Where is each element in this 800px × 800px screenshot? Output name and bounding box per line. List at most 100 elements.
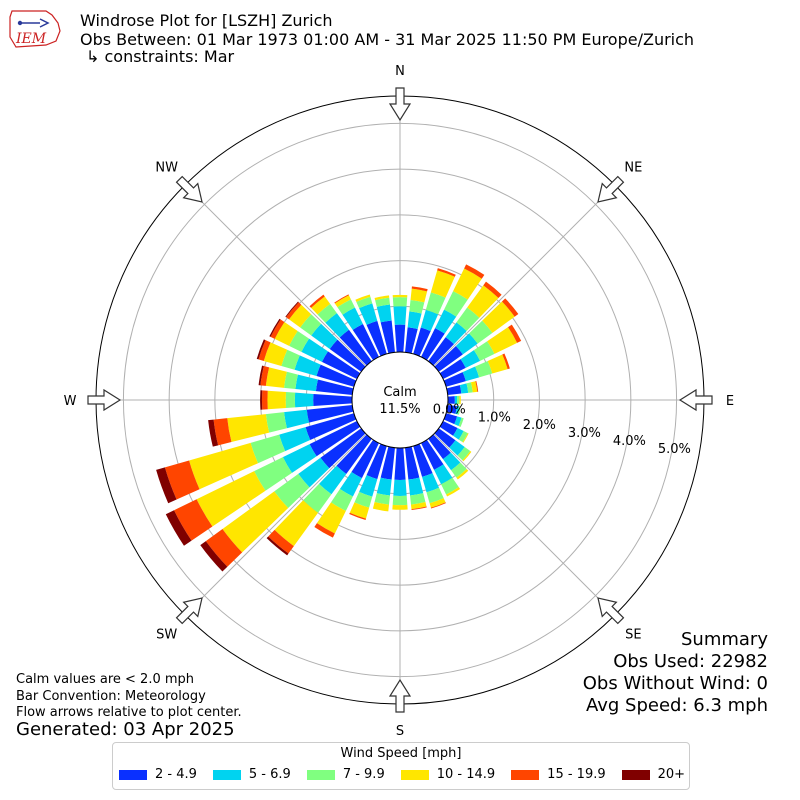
windrose-bar [349,512,366,520]
windrose-bar [260,366,270,386]
windrose-bar [462,451,472,462]
windrose-bar [439,359,466,379]
windrose-bar [359,303,378,325]
legend-swatch [306,769,335,780]
legend-swatch [400,769,429,780]
windrose-bar [289,330,310,352]
legend-swatch [212,769,241,780]
windrose-bar [330,489,353,511]
windrose-bar [434,464,453,485]
direction-label: W [64,394,77,409]
summary-heading: Summary [681,629,768,650]
windrose-bar [409,299,425,314]
windrose-bar [208,419,219,447]
windrose-bar [281,349,300,370]
windrose-bar [456,469,469,480]
calm-label: Calm [383,385,416,400]
windrose-bar [487,354,508,374]
windrose-bar [376,477,392,496]
windrose-bar [351,439,379,479]
windrose-bar [434,346,463,372]
windrose-bar [430,270,455,298]
legend-label: 5 - 6.9 [248,767,291,782]
windrose-bar [428,337,454,366]
windrose-bar [213,418,232,446]
windrose-bar [165,510,192,546]
windrose-bar [407,311,422,330]
windrose-bar [366,443,387,480]
windrose-bar [405,327,418,354]
windrose-bar [443,372,466,387]
flow-arrow-icon [678,388,713,412]
direction-label: S [396,724,404,739]
windrose-bar [458,431,468,443]
direction-label: SW [156,627,177,642]
windrose-bar [459,383,469,394]
windrose-bar [483,281,502,299]
windrose-bar [457,406,461,415]
windrose-bar [455,405,460,415]
bar-convention-note: Bar Convention: Meteorology [16,689,206,704]
windrose-bar [469,320,493,344]
windrose-bar [421,439,444,470]
calm-circle [351,351,449,449]
legend-label: 15 - 19.9 [547,767,606,782]
flow-arrow-icon [87,388,122,412]
legend-item: 15 - 19.9 [511,767,606,782]
windrose-bar [456,307,480,331]
windrose-bar [284,371,298,390]
windrose-bar [285,392,296,408]
windrose-bar [174,499,213,541]
windrose-bar [355,294,371,302]
windrose-bar [454,416,462,427]
windrose-bar [305,413,357,440]
windrose-bar [459,395,461,405]
windrose-bar [196,471,266,527]
windrose-bar [267,390,286,410]
windrose-bar [301,338,328,362]
windrose-bar [429,498,446,508]
title-line-1: Windrose Plot for [LSZH] Zurich [80,11,333,30]
windrose-bar [455,333,478,355]
direction-label: NE [624,161,642,176]
title-line-3: ↳ constraints: Mar [86,47,235,66]
windrose-bar [317,303,337,323]
windrose-bar [336,434,372,474]
windrose-bar [256,339,266,360]
windrose-bar [306,405,354,423]
windrose-bar [359,475,378,497]
windrose-bar [294,355,321,377]
windrose-bar [435,309,457,334]
windrose-bar [393,306,407,325]
windrose-bar [449,440,465,456]
calm-note: Calm values are < 2.0 mph [16,672,195,687]
windrose-bar [309,421,361,457]
windrose-bar [411,286,428,292]
legend-swatch [119,769,147,780]
windrose-bar [258,340,271,361]
windrose-bar [466,382,473,393]
windrose-bar [430,502,446,509]
windrose-bar [265,412,287,433]
windrose-bar [376,304,392,323]
windrose-bar [410,502,427,510]
windrose-bar [274,500,319,547]
legend-items: 2 - 4.9 5 - 6.9 7 - 9.9 10 - 14.9 15 - 1… [119,767,685,782]
windrose-bar [380,320,395,354]
windrose-bar [254,457,292,491]
logo-text: IEM [15,31,47,47]
windrose-bar [261,390,268,410]
windrose-bar [392,504,408,510]
windrose-bar [434,428,456,448]
windrose-bar [392,297,408,307]
iem-logo: IEM [9,10,61,48]
windrose-bar [352,323,379,361]
windrose-bar [300,314,322,336]
windrose-bar [268,529,294,554]
windrose-bar [487,327,518,354]
windrose-bar [475,360,493,378]
windrose-bar [380,446,395,480]
windrose-bar [156,467,177,504]
calm-value: 11.5% [379,402,420,417]
